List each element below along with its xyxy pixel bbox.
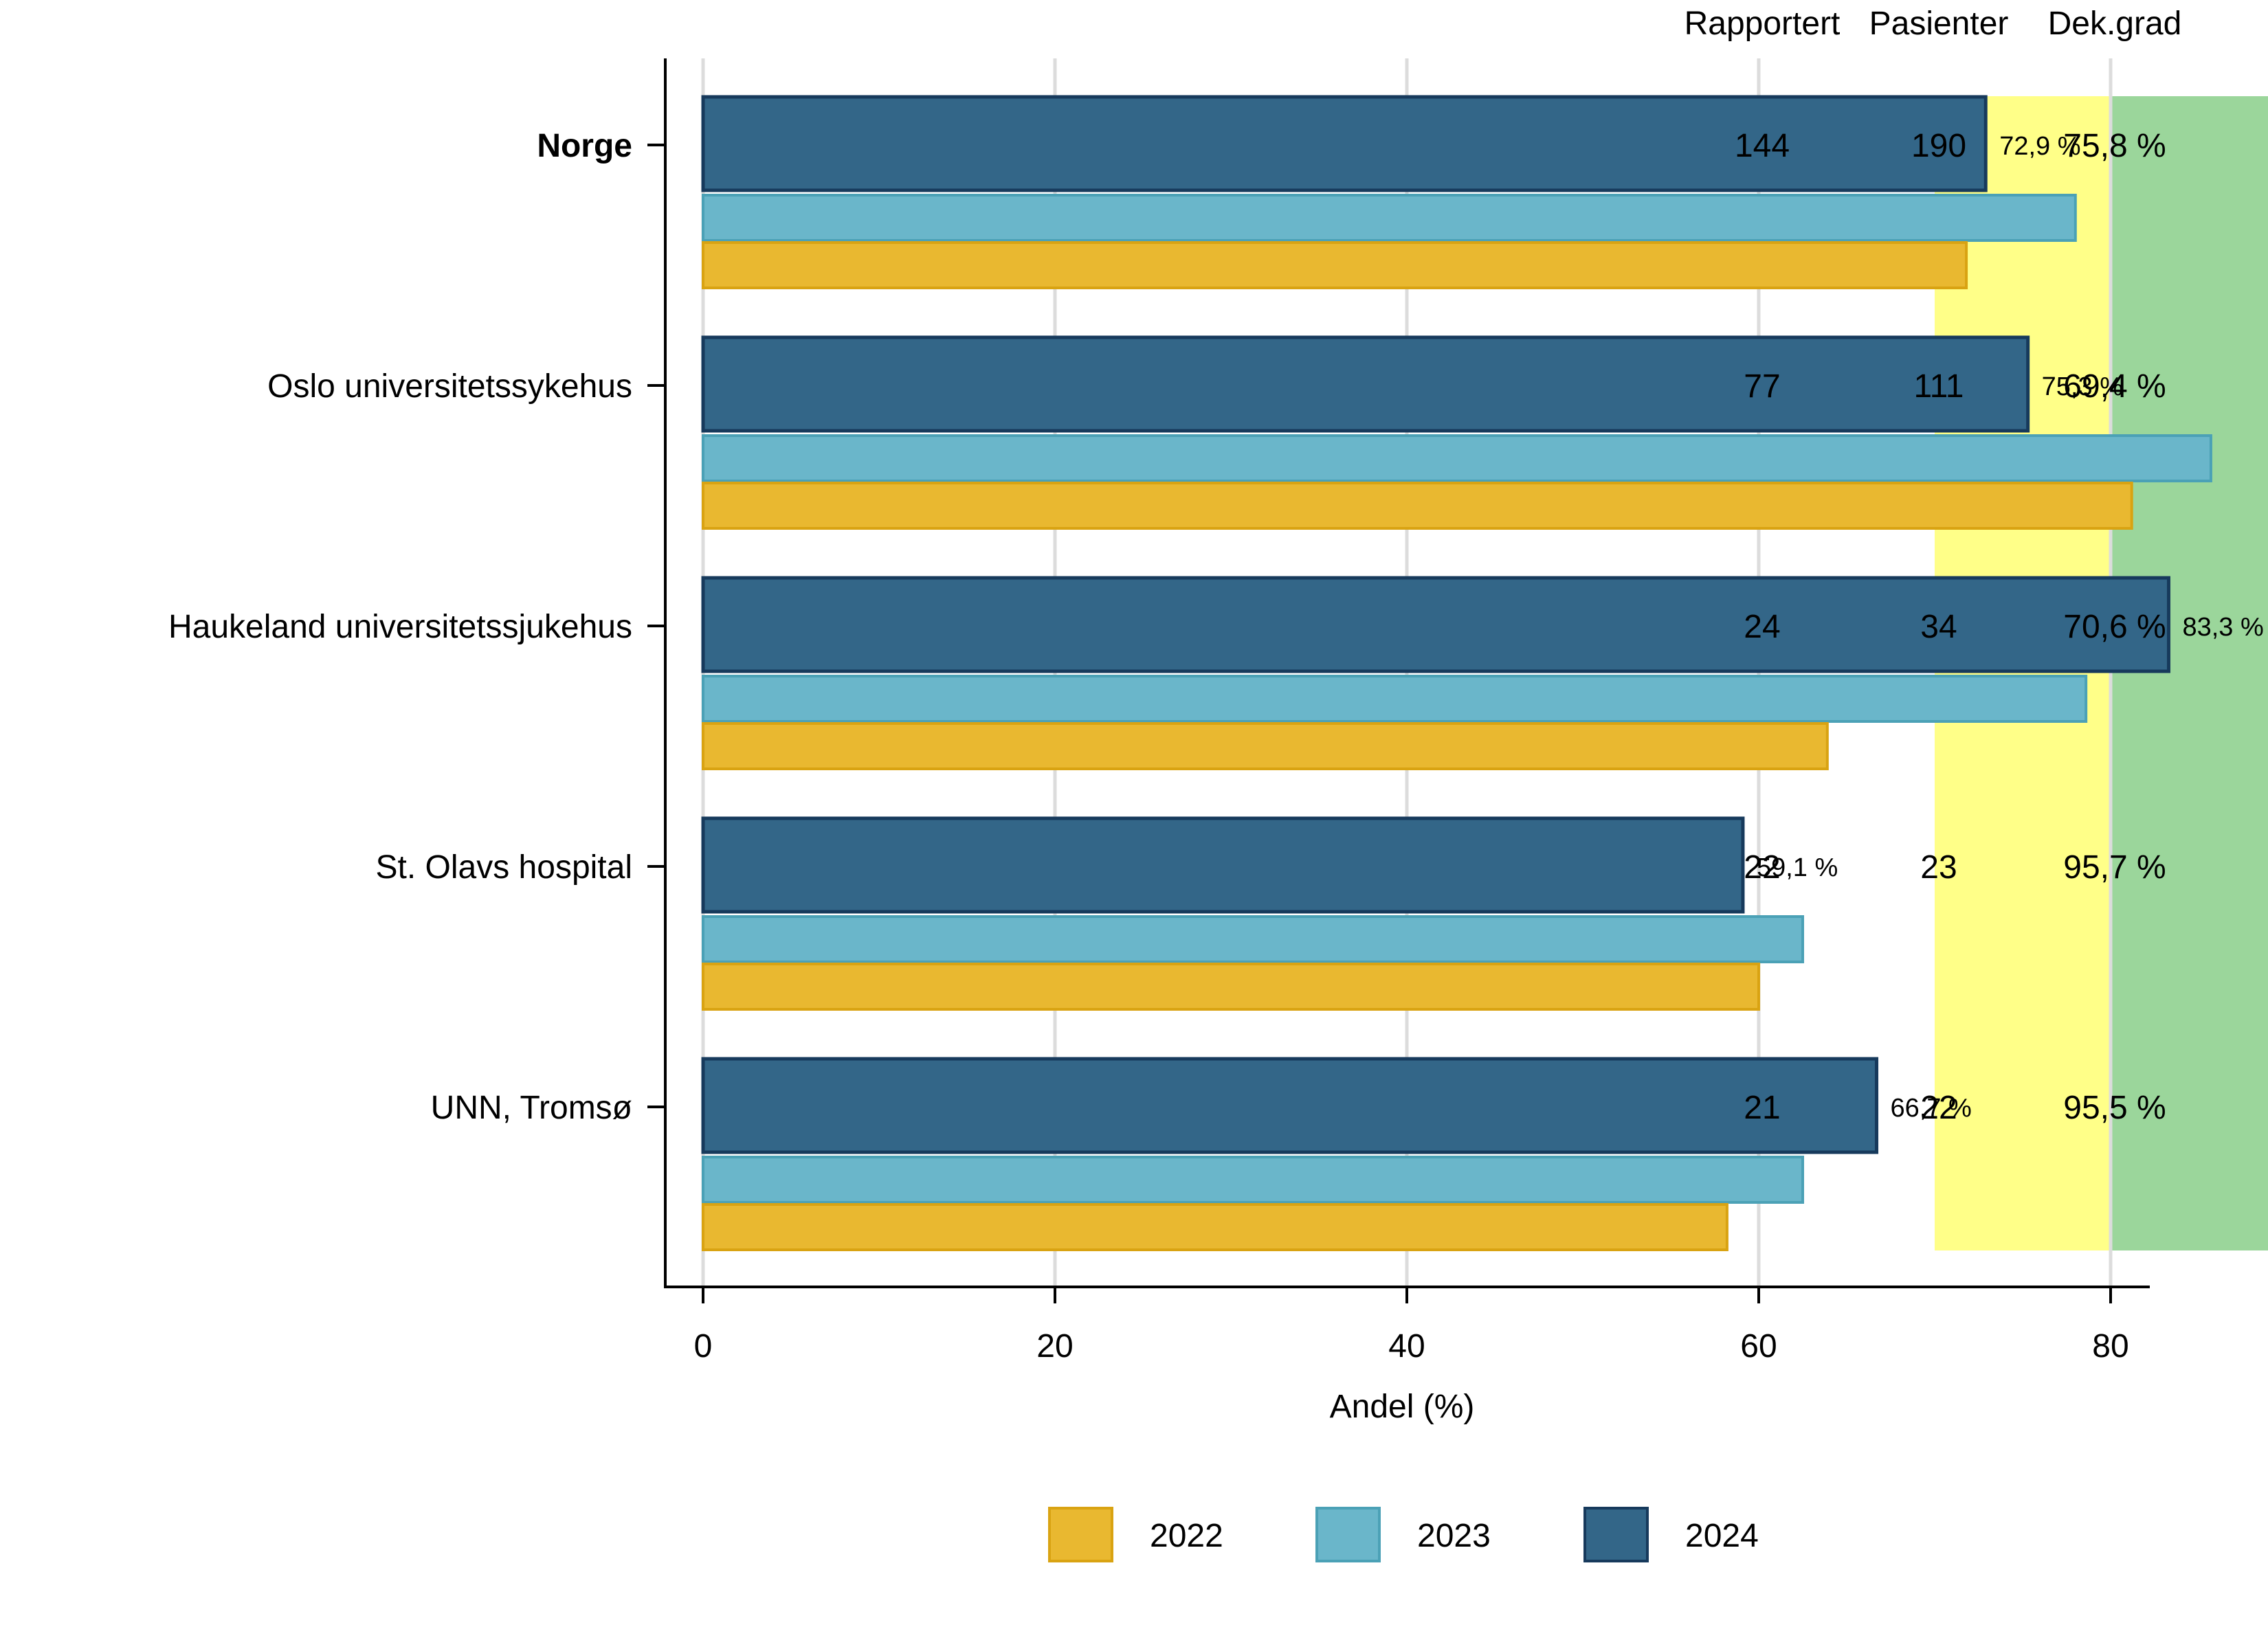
- table-header: Rapportert: [1685, 5, 1841, 42]
- x-tick-label: 0: [694, 1328, 713, 1365]
- table-cell: 75,8 %: [2063, 128, 2166, 164]
- bar-value-label: 59,1 %: [1757, 853, 1838, 882]
- bar-value-label: 72,9 %: [1999, 132, 2080, 161]
- table-cell: 22: [1920, 1090, 1957, 1126]
- table-header: Dek.grad: [2048, 5, 2182, 42]
- legend-label: 2024: [1685, 1518, 1759, 1554]
- x-tick-label: 40: [1388, 1328, 1425, 1365]
- table-cell: 77: [1744, 368, 1780, 405]
- legend-label: 2023: [1417, 1518, 1491, 1554]
- category-label: Norge: [537, 128, 632, 164]
- bar-2022: [702, 963, 1760, 1011]
- legend-swatch-2023: [1315, 1507, 1381, 1562]
- legend: 2022 2023 2024: [1048, 1507, 1759, 1562]
- category-label: Oslo universitetssykehus: [267, 368, 632, 405]
- x-tick-labels: 020406080100: [694, 1328, 2129, 1365]
- bar-2022: [702, 722, 1829, 770]
- bar-2023: [702, 194, 2077, 242]
- bar-2023: [702, 675, 2088, 723]
- category-label: UNN, Tromsø: [431, 1090, 632, 1126]
- table-cell: 111: [1914, 368, 1964, 405]
- bar-value-label: 83,3 %: [2182, 613, 2263, 642]
- bar-2023: [702, 434, 2212, 482]
- bar-value-label: 75,3 %: [2042, 372, 2123, 401]
- table-cell: 34: [1920, 609, 1957, 645]
- table-cell: 24: [1744, 609, 1780, 645]
- bars: 72,9 % 75,3 % 83,3 % 59,1 % 66,7 %: [701, 95, 2264, 1251]
- bar-2022: [702, 1203, 1728, 1251]
- axes: [647, 58, 2150, 1303]
- table-cell: 70,6 %: [2063, 609, 2166, 645]
- x-axis-label: Andel (%): [1330, 1389, 1475, 1425]
- table-cell: 23: [1920, 849, 1957, 886]
- table-cell: 21: [1744, 1090, 1780, 1126]
- bar-2024: [701, 95, 1988, 192]
- category-label: Haukeland universitetssjukehus: [168, 609, 632, 645]
- table-cell: 95,5 %: [2063, 1090, 2166, 1126]
- bar-2024: [701, 1057, 1879, 1154]
- x-tick-label: 20: [1036, 1328, 1073, 1365]
- category-labels: Norge Oslo universitetssykehus Haukeland u…: [168, 128, 632, 1126]
- table-header: Pasienter: [1869, 5, 2009, 42]
- table-cell: 22: [1744, 849, 1780, 886]
- table-cell: 69,4 %: [2063, 368, 2166, 405]
- x-tick-label: 60: [1740, 1328, 1777, 1365]
- target-band-high: [2111, 96, 2268, 1250]
- bar-2023: [702, 915, 1804, 963]
- bar-value-label: 66,7 %: [1891, 1094, 1972, 1123]
- bar-2023: [702, 1156, 1804, 1204]
- category-label: St. Olavs hospital: [376, 849, 633, 886]
- x-tick-label: 80: [2092, 1328, 2128, 1365]
- legend-swatch-2024: [1583, 1507, 1649, 1562]
- bar-2024: [701, 816, 1745, 914]
- target-bands: [1935, 96, 2268, 1250]
- bar-2024: [701, 335, 2030, 433]
- bar-2022: [702, 482, 2133, 530]
- table-cell: 144: [1735, 128, 1790, 164]
- legend-label: 2022: [1150, 1518, 1223, 1554]
- bar-2024: [701, 576, 2170, 673]
- table-cell: 190: [1911, 128, 1966, 164]
- legend-swatch-2022: [1048, 1507, 1113, 1562]
- table-cell: 95,7 %: [2063, 849, 2166, 886]
- bar-2022: [702, 241, 1968, 289]
